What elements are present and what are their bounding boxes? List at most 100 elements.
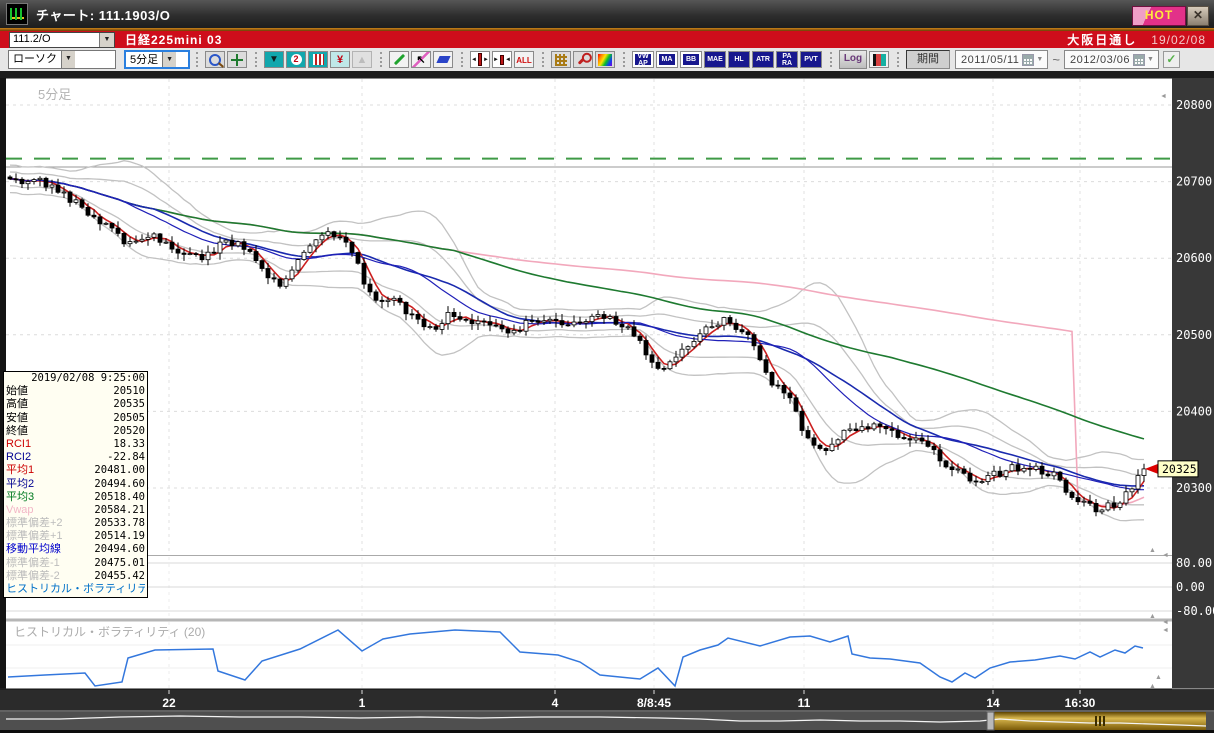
info-label: ヒストリカル・ボラティリティ [6, 583, 145, 595]
bollinger-band-line [9, 171, 1144, 476]
eraser-icon[interactable] [433, 51, 453, 68]
bollinger-band-line [9, 191, 1145, 522]
indicator-bb-icon[interactable]: BB [680, 51, 702, 68]
scroll-arrow-icon[interactable]: ▲ [1149, 547, 1156, 554]
info-row: 標準偏差-2 20455.42 [6, 570, 145, 583]
window-bottom-edge [0, 730, 1214, 733]
indicator-atr-icon[interactable]: ATR [752, 51, 774, 68]
info-row: Vwap 20584.21 [6, 504, 145, 517]
dual-chart-icon[interactable]: 2 [286, 51, 306, 68]
calendar-icon[interactable] [1133, 53, 1146, 66]
indicator-para-icon[interactable]: PA RA [776, 51, 798, 68]
candlesticks [7, 173, 1147, 517]
price-axis-label: 20300 [1176, 481, 1212, 495]
chart-area[interactable]: 20800 20700 20600 20500 20400 20300 80.00 0.00 -… [0, 71, 1214, 733]
select-cursor-icon[interactable]: ↖ [411, 51, 431, 68]
data-window-timestamp: 2019/02/08 9:25:00 [31, 372, 145, 384]
log-scale-icon[interactable]: Log [839, 50, 867, 69]
compress-candles-icon[interactable]: ► ◄ [492, 51, 512, 68]
chevron-down-icon[interactable]: ▼ [1036, 56, 1044, 63]
color-palette-icon[interactable] [595, 51, 615, 68]
period-from-value: 2011/05/11 [961, 53, 1020, 66]
price-axis-label: 20400 [1176, 404, 1212, 418]
chevron-down-icon[interactable]: ▼ [99, 32, 114, 47]
info-label: 平均2 [6, 477, 35, 490]
period-from-field[interactable]: 2011/05/11 ▼ [955, 50, 1049, 69]
time-axis-label: 14 [986, 696, 1000, 710]
scroll-arrow-icon[interactable]: ◄ [1162, 619, 1169, 626]
indicator-vwap-icon[interactable]: VW AP [632, 51, 654, 68]
timeframe-combo[interactable]: 5分足 ▼ [124, 50, 190, 69]
app-candlestick-icon [6, 3, 28, 25]
timeframe-value: 5分足 [130, 54, 159, 66]
symbol-bar: 111.2/O ▼ 日経225mini 03 大阪日通し 19/02/08 [0, 31, 1214, 48]
indicator-pvt-icon[interactable]: PVT [800, 51, 822, 68]
scroll-arrow-icon[interactable]: ◄ [1162, 627, 1169, 634]
info-value: 20514.19 [94, 530, 145, 543]
indicator-mae-icon[interactable]: MAE [704, 51, 726, 68]
info-row: 標準偏差-1 20475.01 [6, 557, 145, 570]
crosshair-grid-icon[interactable] [227, 51, 247, 68]
info-row: RCI2 -22.84 [6, 451, 145, 464]
rci-axis-label: 0.00 [1176, 580, 1205, 594]
info-value: 20475.01 [94, 556, 145, 569]
info-value: 20510 [113, 385, 145, 398]
period-button[interactable]: 期間 [906, 50, 950, 69]
last-price-value: 20325 [1162, 462, 1197, 476]
scroll-arrow-icon[interactable]: ◄ [1162, 552, 1169, 559]
price-axis-label: 20800 [1176, 98, 1212, 112]
price-chart-canvas[interactable]: 20800 20700 20600 20500 20400 20300 80.00 0.00 -… [0, 71, 1214, 733]
data-window-rows: 始値 20510 高値 20535 安値 20505 終値 20520 RCI1 18.33 RCI… [6, 385, 145, 596]
info-label: 終値 [6, 424, 28, 437]
chart-type-value: ローソク [13, 53, 57, 65]
info-value: 18.33 [113, 437, 145, 450]
indicator-ma-icon[interactable]: MA [656, 51, 678, 68]
scroll-arrow-icon[interactable]: ▲ [1149, 683, 1156, 690]
chevron-down-icon[interactable]: ▼ [1147, 56, 1154, 63]
time-axis-label: 16:30 [1065, 696, 1096, 710]
tick-bars-icon[interactable] [308, 51, 328, 68]
zoom-icon[interactable] [205, 51, 225, 68]
period-to-value: 2012/03/06 [1069, 53, 1131, 66]
main-panel-title: 5分足 [38, 87, 71, 102]
scroll-arrow-icon[interactable]: ▲ [1149, 613, 1156, 620]
info-label: Vwap [6, 503, 34, 516]
info-row: 標準偏差+2 20533.78 [6, 517, 145, 530]
data-download-icon[interactable]: ▼ [264, 51, 284, 68]
chart-type-combo[interactable]: ローソク ▼ [8, 50, 116, 69]
info-value: 20455.42 [94, 569, 145, 582]
info-label: 標準偏差+1 [6, 530, 63, 543]
settings-wrench-icon[interactable] [573, 51, 593, 68]
info-label: 移動平均線 [6, 543, 61, 556]
info-label: RCI2 [6, 451, 32, 464]
show-all-icon[interactable]: ALL [514, 51, 534, 68]
info-row: 始値 20510 [6, 385, 145, 398]
volatility-panel-title: ヒストリカル・ボラティリティ (20) [14, 625, 205, 639]
indicator-hl-icon[interactable]: HL [728, 51, 750, 68]
chevron-down-icon[interactable]: ▼ [162, 52, 177, 67]
close-icon[interactable]: ✕ [1187, 6, 1209, 26]
period-enable-checkbox[interactable]: ✓ [1162, 51, 1180, 68]
navigator-left-handle[interactable] [986, 711, 995, 731]
session-label: 大阪日通し [1067, 33, 1138, 47]
yen-scale-icon[interactable]: ¥ [330, 51, 350, 68]
hot-button[interactable]: HOT [1132, 6, 1186, 26]
draw-pencil-icon[interactable] [389, 51, 409, 68]
info-row: 高値 20535 [6, 398, 145, 411]
period-to-field[interactable]: 2012/03/06 ▼ [1063, 50, 1159, 69]
flag-marker-icon[interactable] [869, 51, 889, 68]
plot-panels-background [6, 78, 1172, 688]
grid-pattern-icon[interactable] [551, 51, 571, 68]
symbol-combo[interactable]: 111.2/O ▼ [9, 31, 115, 48]
info-row: ヒストリカル・ボラティリティ0.07 [6, 583, 145, 596]
scroll-arrow-icon[interactable]: ◄ [1160, 93, 1167, 100]
price-axis-label: 20500 [1176, 328, 1212, 342]
expand-candles-icon[interactable]: ◄ ► [470, 51, 490, 68]
calendar-icon[interactable] [1022, 53, 1035, 66]
info-row: 平均1 20481.00 [6, 464, 145, 477]
info-label: 標準偏差-1 [6, 556, 60, 569]
scroll-arrow-icon[interactable]: ▲ [1155, 674, 1162, 681]
bollinger-center-line [9, 178, 1144, 491]
chevron-down-icon[interactable]: ▼ [61, 51, 75, 68]
